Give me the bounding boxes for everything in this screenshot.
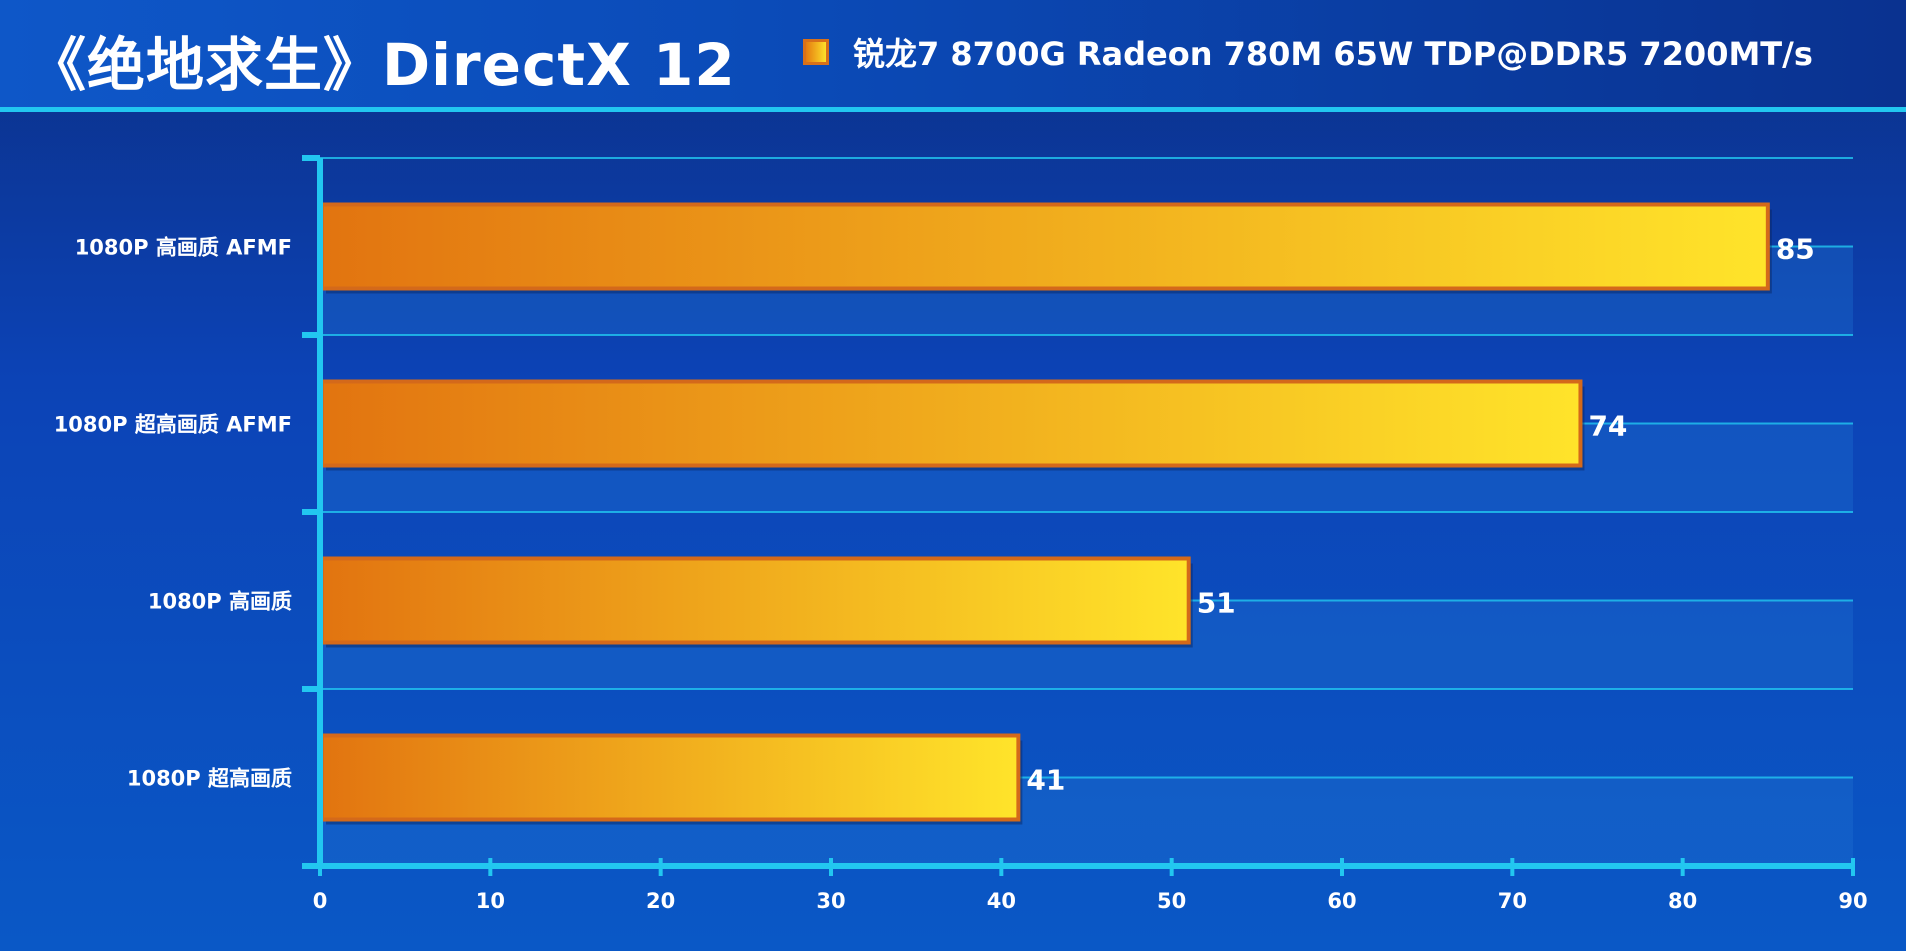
category-label: 1080P 超高画质 AFMF [54, 413, 292, 437]
header-divider [0, 107, 1906, 112]
bar-value-label: 74 [1588, 410, 1627, 443]
bar [320, 733, 1021, 822]
legend-swatch [803, 39, 829, 65]
x-tick-label: 0 [313, 889, 328, 913]
bar-value-label: 51 [1197, 587, 1236, 620]
category-label: 1080P 超高画质 [127, 767, 292, 791]
legend-label: 锐龙7 8700G Radeon 780M 65W TDP@DDR5 7200M… [853, 35, 1813, 73]
chart-title: 《绝地求生》DirectX 12 [28, 31, 736, 99]
x-tick-label: 40 [987, 889, 1016, 913]
chart-header [0, 0, 1906, 110]
x-tick-label: 30 [816, 889, 845, 913]
bar-value-label: 85 [1776, 233, 1815, 266]
x-tick-label: 90 [1838, 889, 1867, 913]
x-tick-label: 80 [1668, 889, 1697, 913]
bar-value-label: 41 [1026, 764, 1065, 797]
bar [320, 202, 1770, 291]
x-tick-label: 10 [476, 889, 505, 913]
bar [320, 556, 1191, 645]
bar [320, 379, 1583, 468]
category-label: 1080P 高画质 [148, 590, 292, 614]
x-tick-label: 60 [1327, 889, 1356, 913]
category-label: 1080P 高画质 AFMF [75, 236, 292, 260]
x-tick-label: 70 [1498, 889, 1527, 913]
x-tick-label: 50 [1157, 889, 1186, 913]
x-tick-label: 20 [646, 889, 675, 913]
legend: 锐龙7 8700G Radeon 780M 65W TDP@DDR5 7200M… [803, 30, 1813, 74]
